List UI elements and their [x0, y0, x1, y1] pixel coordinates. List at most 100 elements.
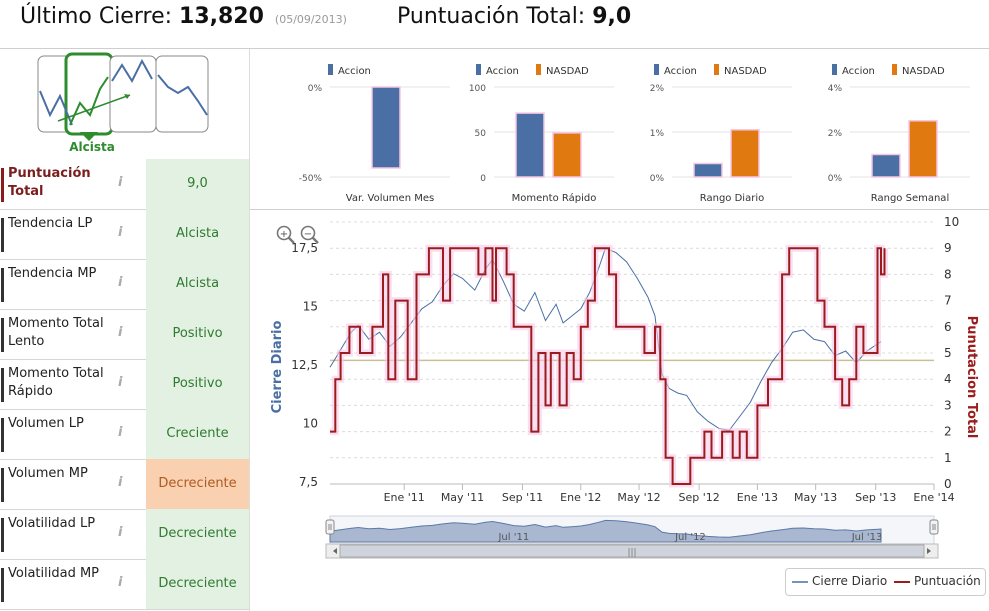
mini-bar[interactable] [552, 132, 582, 178]
info-icon[interactable]: i [118, 275, 123, 290]
right-tick-label: 8 [944, 267, 952, 281]
trend-arrow [57, 94, 131, 122]
left-tick-label: 7,5 [299, 475, 318, 489]
x-tick-label: May '11 [441, 491, 484, 504]
score-row: Volatilidad LP i Decreciente [0, 509, 249, 560]
total-score-value: 9,0 [592, 4, 632, 29]
info-icon[interactable]: i [118, 525, 123, 540]
row-value: Positivo [146, 359, 249, 409]
row-marker [1, 568, 4, 602]
score-row: Tendencia LP i Alcista [0, 209, 249, 260]
zoom-in-icon[interactable]: + [276, 225, 295, 244]
legend-score-swatch [894, 581, 910, 583]
score-row: Momento Total Rápido i Positivo [0, 359, 249, 410]
mini-tick-label: 100 [469, 84, 486, 94]
row-value: Decreciente [146, 509, 249, 559]
last-close: Último Cierre: 13,820 (05/09/2013) [20, 4, 347, 29]
mini-legend-label[interactable]: NASDAD [902, 66, 945, 77]
info-icon[interactable]: i [118, 225, 123, 240]
right-tick-label: 6 [944, 320, 952, 334]
row-value: Alcista [146, 209, 249, 259]
legend-close-swatch [792, 581, 808, 583]
mini-legend-swatch [832, 64, 837, 75]
navigator[interactable]: Jul '11 Jul '12 Jul '13 [325, 515, 939, 545]
total-score-label: Puntuación Total: [397, 4, 586, 29]
scroll-right-arrow-icon[interactable] [927, 548, 931, 554]
navigator-left-handle[interactable] [325, 519, 335, 535]
mini-legend-label[interactable]: Accion [842, 66, 875, 77]
score-series-line[interactable] [330, 247, 886, 485]
navigator-scrollbar[interactable]: ||| [325, 543, 939, 559]
trend-widget: Alcista [0, 49, 249, 159]
mini-tick-label: -50% [299, 174, 323, 184]
mini-bar[interactable] [908, 120, 938, 178]
mini-tick-label: 4% [828, 84, 843, 94]
right-tick-label: 9 [944, 241, 952, 255]
x-tick-label: Sep '12 [678, 491, 719, 504]
mini-tick-label: 2% [650, 84, 665, 94]
row-marker [1, 518, 4, 552]
trend-line-2 [111, 58, 153, 84]
row-label: Tendencia MP [8, 266, 97, 281]
mini-bar[interactable] [693, 162, 723, 178]
panel-divider [249, 49, 250, 611]
mini-chart: Accion NASDAD 4% 2% 0% Rango Semanal [828, 64, 970, 204]
left-tick-label: 17,5 [291, 241, 318, 255]
zoom-out-icon[interactable]: − [300, 225, 319, 244]
mini-chart-title: Rango Semanal [871, 193, 949, 204]
mini-tick-label: 0 [480, 174, 486, 184]
row-marker [1, 218, 4, 252]
score-row: Tendencia MP i Alcista [0, 259, 249, 310]
scrollbar-thumb[interactable] [339, 544, 925, 558]
row-label: Momento Total Lento [8, 316, 104, 349]
row-label: Volatilidad MP [8, 566, 100, 581]
trend-line-3 [157, 74, 208, 116]
navigator-right-handle[interactable] [929, 519, 939, 535]
left-tick-label: 12,5 [291, 358, 318, 372]
info-icon[interactable]: i [118, 375, 123, 390]
last-close-value: 13,820 [179, 4, 264, 29]
legend-close-label[interactable]: Cierre Diario [812, 574, 888, 588]
mini-tick-label: 1% [650, 129, 665, 139]
legend-score-label[interactable]: Puntuación [914, 574, 981, 588]
x-tick-label: Ene '12 [560, 491, 601, 504]
trend-line-up [69, 76, 109, 126]
trend-line-1 [39, 90, 73, 126]
trend-panel-up [64, 52, 114, 136]
mini-chart: Accion NASDAD 2% 1% 0% Rango Diario [650, 64, 792, 204]
mini-chart: Accion 0% -50% Var. Volumen Mes [299, 64, 450, 204]
info-icon[interactable]: i [118, 575, 123, 590]
x-tick-label: May '12 [617, 491, 660, 504]
info-icon[interactable]: i [118, 175, 123, 190]
mini-bar[interactable] [871, 153, 901, 178]
mini-legend-label[interactable]: Accion [338, 66, 371, 77]
row-label: Momento Total Rápido [8, 366, 104, 399]
mini-legend-label[interactable]: NASDAD [724, 66, 767, 77]
y-right-axis-title: Punutacion Total [964, 316, 979, 439]
mini-tick-label: 2% [828, 129, 843, 139]
mini-legend-label[interactable]: NASDAD [546, 66, 589, 77]
scroll-left-arrow-icon[interactable] [333, 548, 337, 554]
x-tick-label: May '13 [794, 491, 837, 504]
navigator-tick-label: Jul '11 [497, 532, 529, 543]
svg-text:+: + [280, 229, 288, 240]
info-icon[interactable]: i [118, 325, 123, 340]
mini-bar[interactable] [730, 129, 760, 178]
info-icon[interactable]: i [118, 475, 123, 490]
row-marker [1, 468, 4, 502]
right-tick-label: 10 [944, 215, 959, 229]
mini-charts: Accion 0% -50% Var. Volumen Mes Accion NASDAD… [250, 64, 989, 210]
left-tick-label: 15 [303, 300, 318, 314]
mini-tick-label: 0% [650, 174, 665, 184]
mini-legend-label[interactable]: Accion [664, 66, 697, 77]
row-value: 9,0 [146, 159, 249, 209]
row-marker [1, 168, 4, 202]
trend-panel-side [109, 55, 157, 133]
mini-legend-label[interactable]: Accion [486, 66, 519, 77]
mini-tick-label: 0% [308, 84, 323, 94]
last-close-label: Último Cierre: [20, 4, 173, 29]
mini-bar[interactable] [515, 112, 545, 178]
mini-bar[interactable] [371, 86, 401, 169]
info-icon[interactable]: i [118, 425, 123, 440]
row-value: Decreciente [146, 559, 249, 609]
